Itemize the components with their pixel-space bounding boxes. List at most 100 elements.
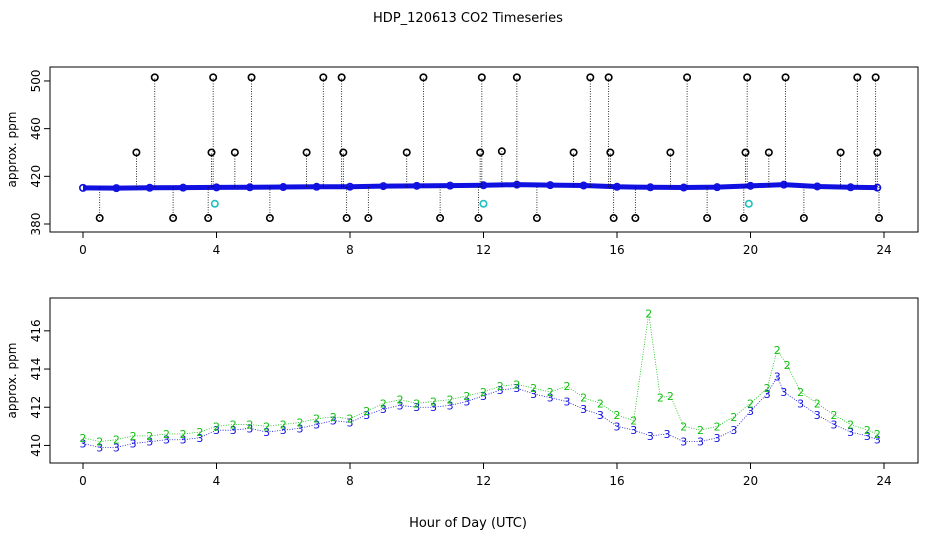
data-point-label: 3 [113, 441, 120, 454]
data-point-label: 3 [580, 403, 587, 416]
x-tick-label: 0 [79, 474, 87, 488]
data-point-label: 2 [230, 418, 237, 431]
data-point-label: 2 [413, 397, 420, 410]
data-point-label: 2 [680, 420, 687, 433]
data-point [497, 147, 506, 156]
data-point-label: 2 [864, 424, 871, 437]
data-point [95, 214, 104, 223]
data-point [247, 73, 256, 82]
data-point [210, 199, 219, 208]
data-point-label: 3 [774, 371, 781, 384]
data-point-label: 3 [180, 434, 187, 447]
y-tick-label: 460 [29, 117, 43, 140]
figure-title: HDP_120613 CO2 Timeseries [373, 11, 563, 26]
data-point [265, 214, 274, 223]
data-point-label: 2 [580, 392, 587, 405]
y-tick-label: 410 [29, 434, 43, 457]
series-spikes-black- [95, 73, 883, 223]
data-point-label: 3 [397, 399, 404, 412]
data-point-label: 2 [96, 436, 103, 449]
data-point [612, 182, 621, 191]
data-point [586, 73, 595, 82]
x-tick-label: 4 [213, 474, 221, 488]
data-point [679, 183, 688, 192]
data-point-label: 2 [330, 411, 337, 424]
x-axis-label: Hour of Day (UTC) [409, 516, 527, 531]
data-point [79, 183, 88, 192]
data-point-label: 3 [196, 432, 203, 445]
data-point-label: 3 [697, 436, 704, 449]
x-tick-label: 16 [609, 474, 624, 488]
data-point [402, 148, 411, 157]
data-point-label: 3 [230, 424, 237, 437]
data-point [479, 199, 488, 208]
data-point-label: 2 [146, 430, 153, 443]
data-point [606, 148, 615, 157]
data-point-label: 2 [213, 420, 220, 433]
data-point [150, 73, 159, 82]
data-point [799, 214, 808, 223]
x-tick-label: 8 [346, 243, 354, 257]
data-point [569, 148, 578, 157]
data-point-label: 3 [764, 388, 771, 401]
data-point [846, 183, 855, 192]
data-point-label: 2 [547, 386, 554, 399]
data-point [379, 182, 388, 191]
data-point [744, 199, 753, 208]
data-point [813, 182, 822, 191]
data-point-label: 2 [747, 397, 754, 410]
data-point-label: 2 [513, 378, 520, 391]
data-point [631, 214, 640, 223]
data-point-label: 2 [630, 415, 637, 428]
data-point [666, 148, 675, 157]
series-baseline-blue- [79, 180, 882, 193]
data-point-label: 2 [614, 409, 621, 422]
data-point-label: 2 [784, 359, 791, 372]
data-point-label: 3 [730, 424, 737, 437]
data-point-label: 3 [480, 390, 487, 403]
y-tick-label: 416 [29, 319, 43, 342]
data-point-label: 3 [647, 430, 654, 443]
data-point-label: 2 [530, 382, 537, 395]
data-point-label: 2 [280, 418, 287, 431]
data-point [169, 214, 178, 223]
data-point-label: 3 [714, 432, 721, 445]
data-point [604, 73, 613, 82]
data-point [112, 184, 121, 193]
data-point-label: 2 [347, 413, 354, 426]
data-point-label: 3 [630, 424, 637, 437]
data-point [209, 73, 218, 82]
data-point-label: 2 [180, 428, 187, 441]
data-point-label: 2 [657, 392, 664, 405]
data-point-label: 3 [513, 382, 520, 395]
x-tick-label: 12 [476, 243, 491, 257]
data-point-label: 2 [313, 413, 320, 426]
data-point [836, 148, 845, 157]
data-point [871, 73, 880, 82]
data-point-label: 3 [263, 426, 270, 439]
data-point-label: 2 [397, 394, 404, 407]
x-tick-label: 16 [609, 243, 624, 257]
data-point [419, 73, 428, 82]
data-point [179, 183, 188, 192]
data-point [339, 148, 348, 157]
data-point-label: 3 [447, 399, 454, 412]
data-point-label: 3 [680, 436, 687, 449]
data-point-label: 2 [563, 380, 570, 393]
data-point-label: 3 [380, 403, 387, 416]
data-point-label: 2 [163, 428, 170, 441]
data-point-label: 2 [797, 386, 804, 399]
data-point [364, 214, 373, 223]
data-point [743, 73, 752, 82]
data-point-label: 2 [714, 420, 721, 433]
data-point-label: 2 [113, 434, 120, 447]
data-point-label: 3 [614, 420, 621, 433]
data-point [446, 181, 455, 190]
data-point [230, 148, 239, 157]
series-3: 3 3 3 3 3 3 3 33 3 3 3 3 3 3 3 33 3 3 3 3 3 3 3 3 3 3 3 33 33 3 3 33 3 33… [80, 371, 881, 455]
y-tick-label: 412 [29, 396, 43, 419]
y-tick-label: 414 [29, 358, 43, 381]
data-point-label: 2 [447, 394, 454, 407]
